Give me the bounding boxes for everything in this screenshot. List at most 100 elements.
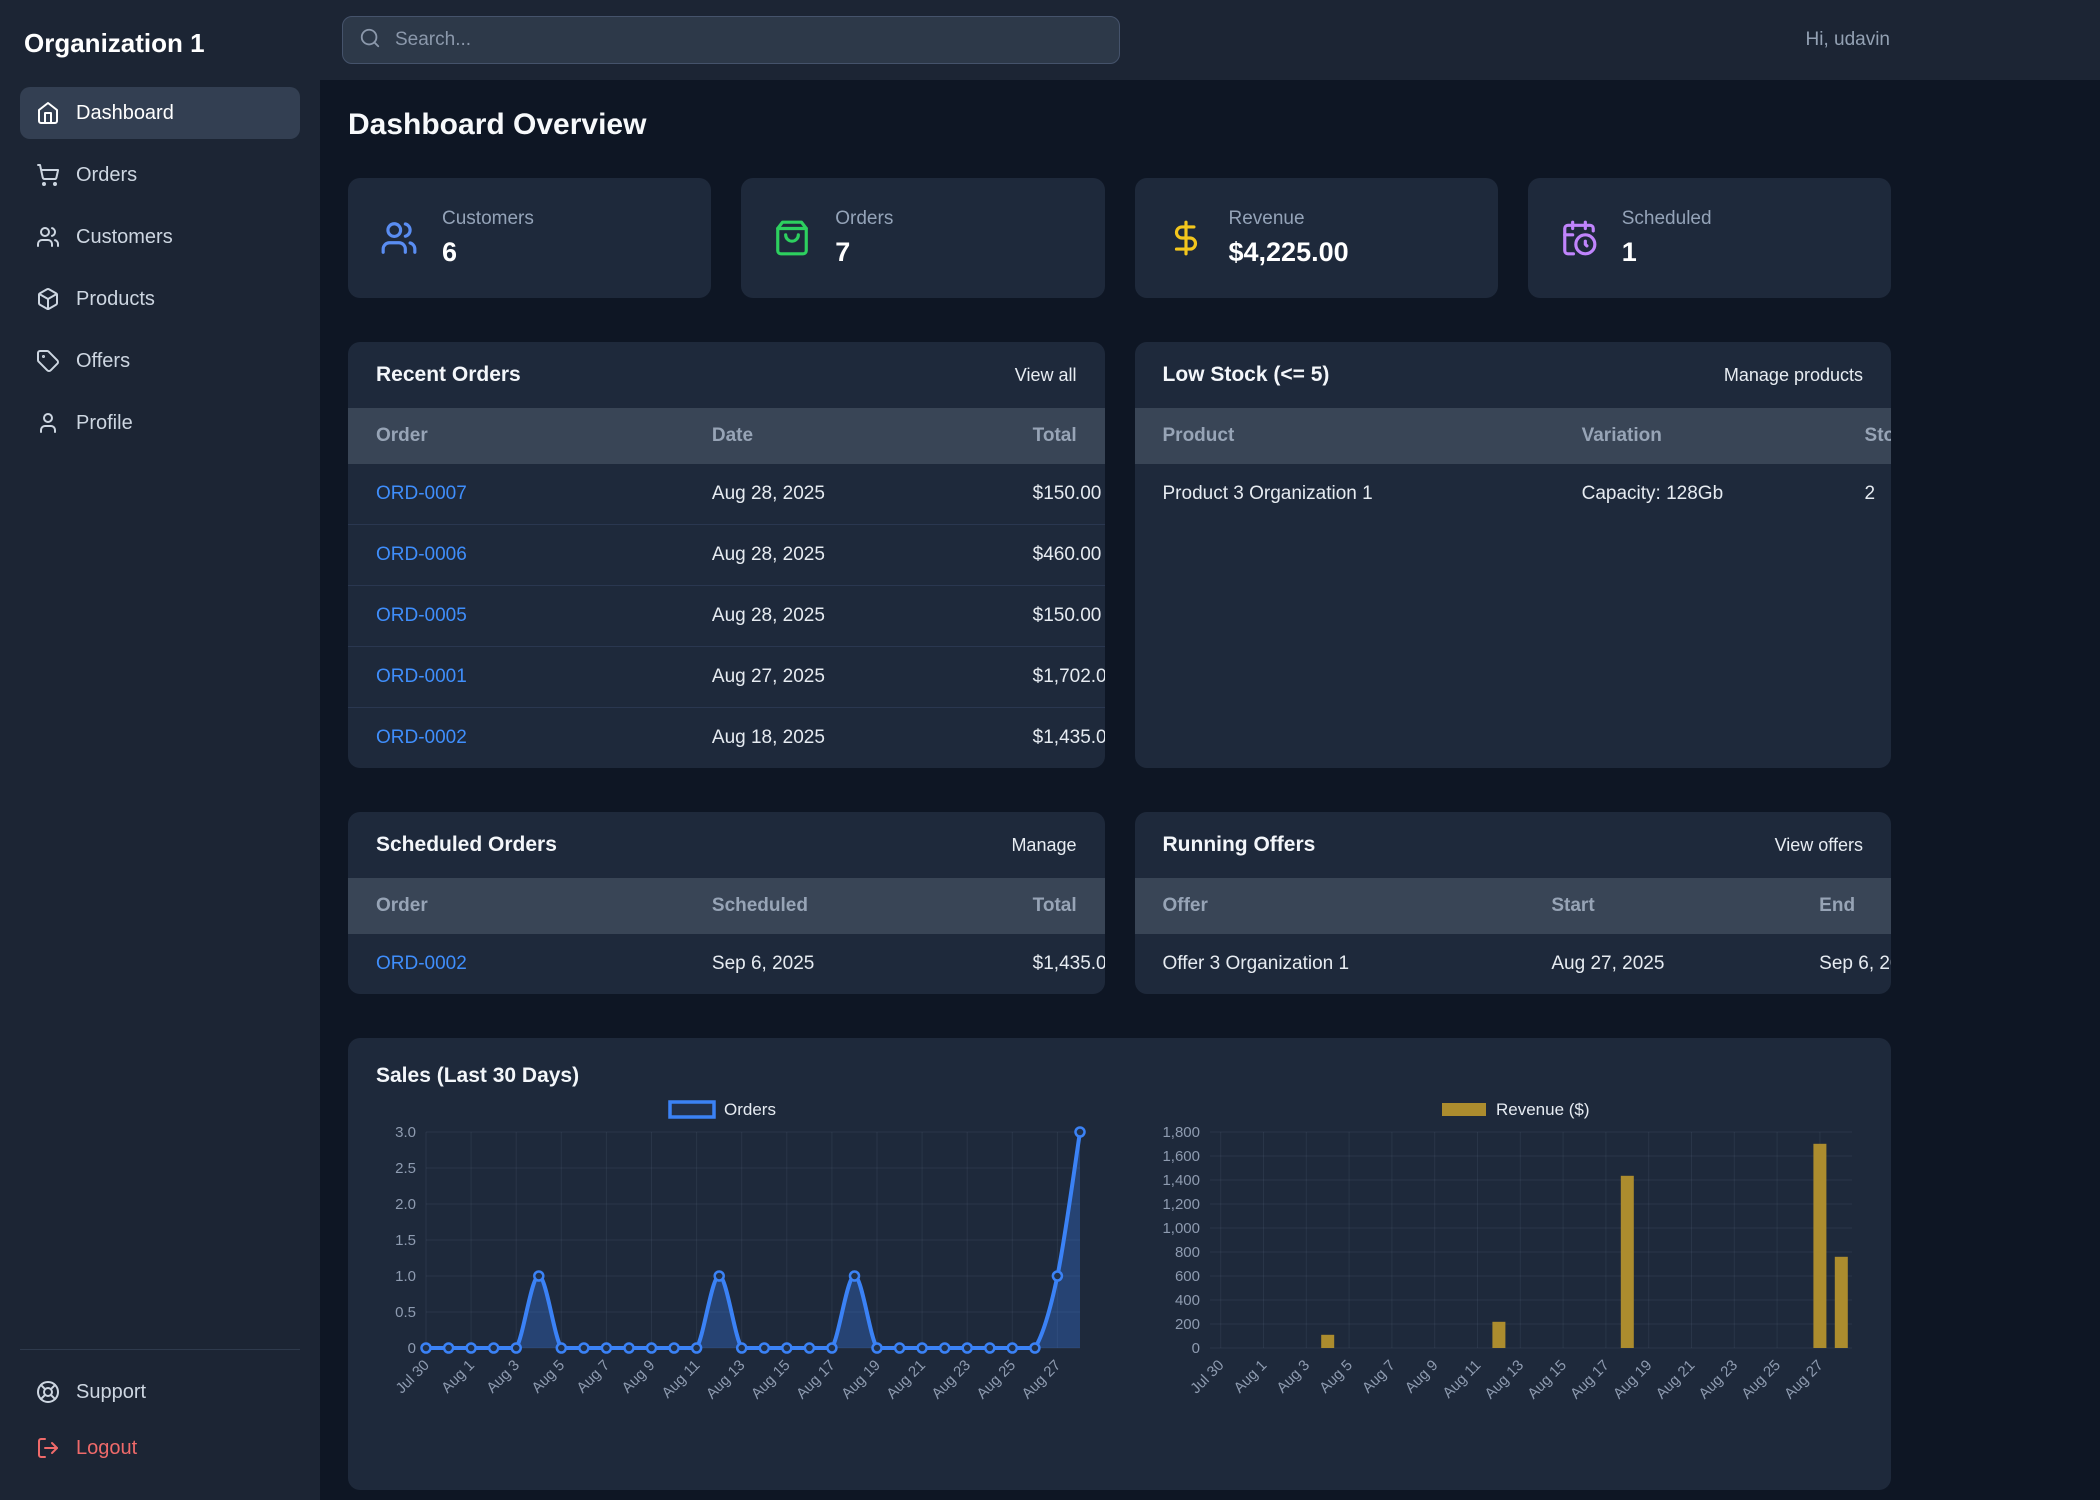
- table-cell: $150.00: [1005, 586, 1105, 647]
- stat-card-scheduled: Scheduled 1: [1528, 178, 1891, 298]
- table-row: ORD-0007Aug 28, 2025$150.00: [348, 464, 1105, 525]
- svg-text:1.0: 1.0: [395, 1268, 416, 1285]
- column-header: Variation: [1554, 408, 1837, 464]
- search-input[interactable]: [393, 28, 1103, 52]
- svg-text:Aug 7: Aug 7: [1359, 1357, 1399, 1397]
- stat-cards-row: Customers 6Orders 7Revenue $4,225.00Sche…: [348, 178, 1891, 298]
- svg-text:800: 800: [1175, 1244, 1200, 1261]
- table-cell: ORD-0001: [348, 647, 684, 708]
- order-link[interactable]: ORD-0002: [376, 953, 467, 974]
- svg-text:Aug 17: Aug 17: [1567, 1357, 1613, 1403]
- sidebar-item-customers[interactable]: Customers: [20, 211, 300, 263]
- svg-text:Aug 25: Aug 25: [1738, 1357, 1784, 1403]
- page-title: Dashboard Overview: [348, 108, 2100, 142]
- svg-text:Aug 19: Aug 19: [1610, 1357, 1656, 1403]
- svg-text:3.0: 3.0: [395, 1124, 416, 1141]
- svg-text:Aug 3: Aug 3: [483, 1357, 523, 1397]
- sidebar-item-offers[interactable]: Offers: [20, 335, 300, 387]
- dollar-icon: [1167, 219, 1205, 257]
- order-link[interactable]: ORD-0007: [376, 483, 467, 504]
- svg-text:600: 600: [1175, 1268, 1200, 1285]
- table-cell: $460.00: [1005, 525, 1105, 586]
- search-box[interactable]: [342, 16, 1120, 64]
- org-title: Organization 1: [20, 26, 300, 87]
- svg-text:1,000: 1,000: [1162, 1220, 1200, 1237]
- manage-link[interactable]: Manage: [1011, 835, 1076, 856]
- column-header: End: [1791, 878, 1891, 934]
- sales-title: Sales (Last 30 Days): [376, 1064, 1863, 1088]
- order-link[interactable]: ORD-0002: [376, 727, 467, 748]
- table-cell: $1,702.00: [1005, 647, 1105, 708]
- order-link[interactable]: ORD-0006: [376, 544, 467, 565]
- view-offers-link[interactable]: View offers: [1775, 835, 1863, 856]
- stat-value: 1: [1622, 237, 1712, 268]
- svg-text:1,400: 1,400: [1162, 1172, 1200, 1189]
- svg-text:0.5: 0.5: [395, 1304, 416, 1321]
- sidebar-item-orders[interactable]: Orders: [20, 149, 300, 201]
- low-stock-panel: Low Stock (<= 5) Manage products Product…: [1135, 342, 1892, 768]
- svg-text:1,200: 1,200: [1162, 1196, 1200, 1213]
- sidebar-item-profile[interactable]: Profile: [20, 397, 300, 449]
- search-icon: [359, 27, 381, 49]
- sidebar-item-label: Logout: [76, 1437, 137, 1460]
- table-row: Product 3 Organization 1Capacity: 128Gb2: [1135, 464, 1892, 524]
- sidebar-item-label: Offers: [76, 350, 130, 373]
- sidebar-item-support[interactable]: Support: [20, 1366, 300, 1418]
- view-all-link[interactable]: View all: [1015, 365, 1077, 386]
- column-header: Total: [1005, 408, 1105, 464]
- svg-text:Aug 9: Aug 9: [619, 1357, 659, 1397]
- table-cell: Aug 28, 2025: [684, 464, 1005, 525]
- users-icon: [380, 219, 418, 257]
- low-stock-table: ProductVariationStockProduct 3 Organizat…: [1135, 408, 1892, 524]
- stat-label: Scheduled: [1622, 208, 1712, 230]
- svg-text:Aug 5: Aug 5: [528, 1357, 568, 1397]
- sales-panel: Sales (Last 30 Days) Orders00.51.01.52.0…: [348, 1038, 1891, 1490]
- sidebar: Organization 1 Dashboard Orders Customers P…: [0, 0, 320, 1500]
- svg-text:Aug 1: Aug 1: [1231, 1357, 1271, 1397]
- svg-text:Aug 21: Aug 21: [1653, 1357, 1699, 1403]
- table-row: ORD-0001Aug 27, 2025$1,702.00: [348, 647, 1105, 708]
- recent-orders-title: Recent Orders: [376, 363, 521, 387]
- orders-line-chart: Orders00.51.01.52.02.53.0Jul 30Aug 1Aug …: [376, 1098, 1096, 1463]
- svg-text:Aug 11: Aug 11: [659, 1357, 704, 1402]
- tag-icon: [36, 349, 60, 373]
- sidebar-item-logout[interactable]: Logout: [20, 1422, 300, 1474]
- svg-text:Aug 5: Aug 5: [1316, 1357, 1356, 1397]
- panels-row-1: Recent Orders View all OrderDateTotalORD…: [348, 342, 1891, 768]
- sidebar-item-products[interactable]: Products: [20, 273, 300, 325]
- column-header: Order: [348, 408, 684, 464]
- svg-text:1,800: 1,800: [1162, 1124, 1200, 1141]
- order-link[interactable]: ORD-0001: [376, 666, 467, 687]
- low-stock-title: Low Stock (<= 5): [1163, 363, 1330, 387]
- running-offers-table: OfferStartEndOffer 3 Organization 1Aug 2…: [1135, 878, 1892, 994]
- table-cell: Capacity: 128Gb: [1554, 464, 1837, 524]
- svg-text:Aug 17: Aug 17: [793, 1357, 839, 1403]
- sidebar-item-label: Products: [76, 288, 155, 311]
- column-header: Order: [348, 878, 684, 934]
- calendar-clock-icon: [1560, 219, 1598, 257]
- main-content: Dashboard Overview Customers 6Orders 7Re…: [320, 80, 2100, 1500]
- svg-text:400: 400: [1175, 1292, 1200, 1309]
- scheduled-orders-title: Scheduled Orders: [376, 833, 557, 857]
- running-offers-panel: Running Offers View offers OfferStartEnd…: [1135, 812, 1892, 994]
- table-cell: ORD-0002: [348, 708, 684, 769]
- stat-label: Customers: [442, 208, 534, 230]
- svg-text:Aug 23: Aug 23: [1695, 1357, 1741, 1403]
- order-link[interactable]: ORD-0005: [376, 605, 467, 626]
- svg-text:Aug 19: Aug 19: [838, 1357, 884, 1403]
- sidebar-item-dashboard[interactable]: Dashboard: [20, 87, 300, 139]
- table-cell: $1,435.00: [1005, 934, 1105, 994]
- table-row: Offer 3 Organization 1Aug 27, 2025Sep 6,…: [1135, 934, 1892, 994]
- manage-products-link[interactable]: Manage products: [1724, 365, 1863, 386]
- svg-text:0: 0: [408, 1340, 416, 1357]
- table-cell: ORD-0002: [348, 934, 684, 994]
- search-icon: [359, 27, 381, 54]
- package-icon: [36, 287, 60, 311]
- topbar: Hi, udavin: [320, 0, 2100, 80]
- user-icon: [36, 411, 60, 435]
- svg-text:2.0: 2.0: [395, 1196, 416, 1213]
- svg-text:200: 200: [1175, 1316, 1200, 1333]
- svg-text:Aug 21: Aug 21: [883, 1357, 929, 1403]
- table-row: ORD-0002Sep 6, 2025$1,435.00: [348, 934, 1105, 994]
- svg-text:Aug 13: Aug 13: [1481, 1357, 1527, 1403]
